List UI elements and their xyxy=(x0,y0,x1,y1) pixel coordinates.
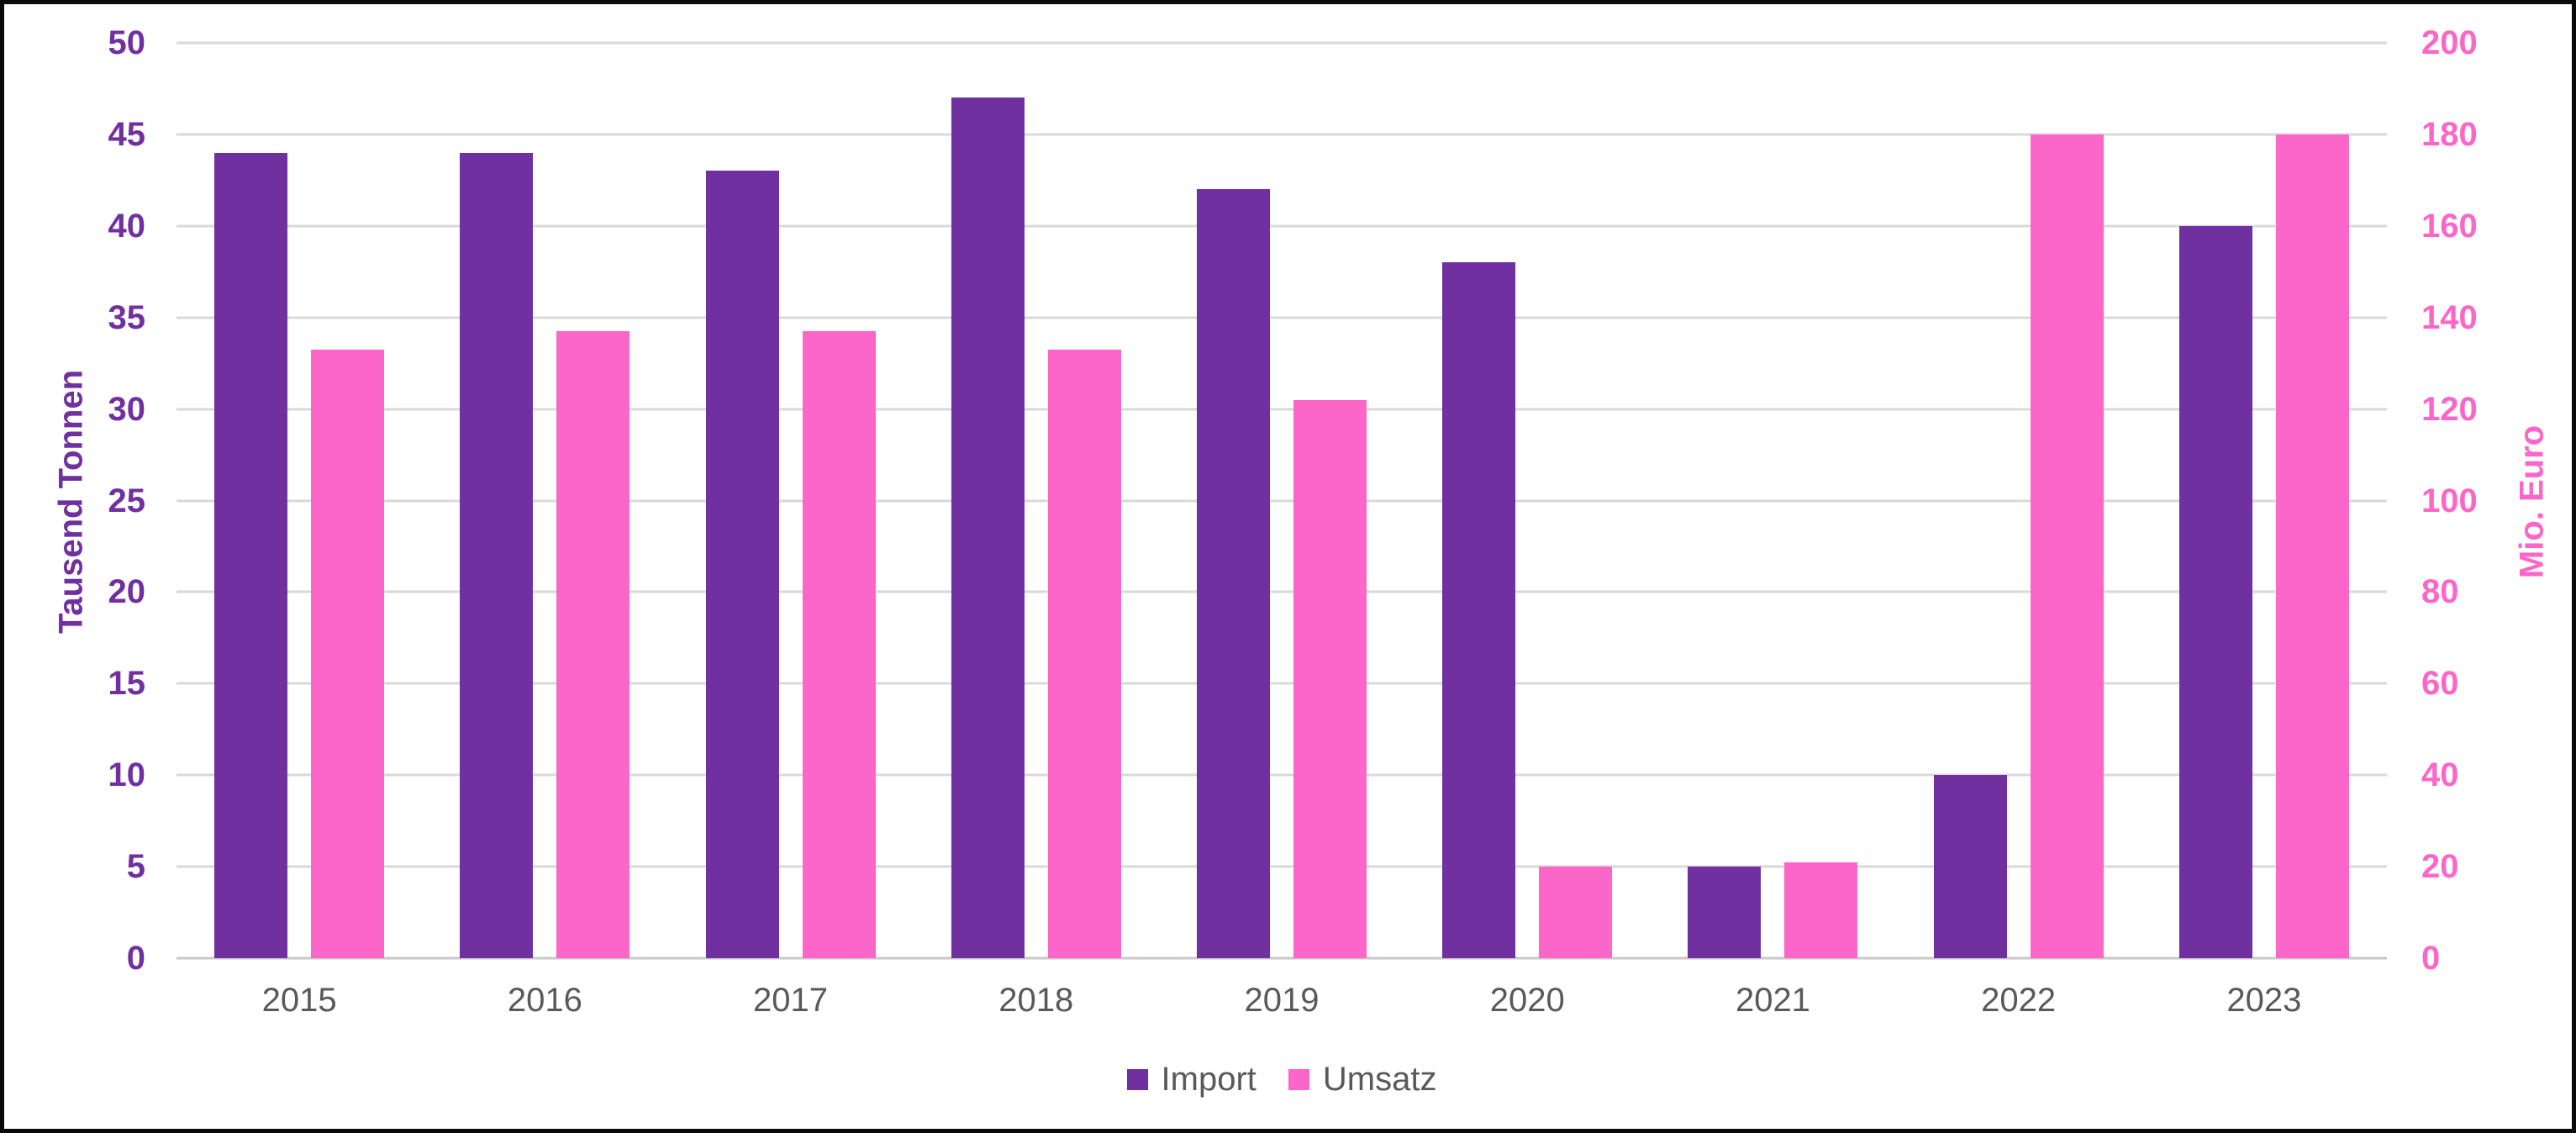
x-label-2022: 2022 xyxy=(1981,982,2057,1019)
plot-area xyxy=(176,41,2387,960)
legend: Import Umsatz xyxy=(176,1057,2387,1101)
gridline-35 xyxy=(176,316,2387,319)
legend-swatch-import xyxy=(1126,1068,1148,1090)
bar-umsatz-2019 xyxy=(1293,399,1367,958)
bar-group-2021 xyxy=(1688,43,1858,958)
right-tick-100: 100 xyxy=(2421,482,2478,519)
x-label-2018: 2018 xyxy=(998,982,1074,1019)
gridline-10 xyxy=(176,773,2387,777)
gridline-5 xyxy=(176,865,2387,868)
left-tick-5: 5 xyxy=(126,848,145,886)
right-tick-180: 180 xyxy=(2421,115,2478,153)
gridline-45 xyxy=(176,133,2387,136)
right-tick-200: 200 xyxy=(2421,24,2478,61)
legend-swatch-umsatz xyxy=(1288,1068,1309,1090)
right-tick-140: 140 xyxy=(2421,298,2478,336)
bar-umsatz-2015 xyxy=(311,349,385,958)
bar-import-2017 xyxy=(705,171,779,958)
x-axis-labels: 2015 2016 2017 2018 2019 2020 2021 2022 2023 xyxy=(176,978,2387,1023)
left-tick-30: 30 xyxy=(108,390,146,428)
bar-import-2022 xyxy=(1933,775,2007,958)
x-label-2016: 2016 xyxy=(507,982,582,1019)
bar-group-2017 xyxy=(705,43,876,958)
bar-umsatz-2022 xyxy=(2030,134,2104,958)
bar-umsatz-2021 xyxy=(1784,862,1858,958)
x-label-2019: 2019 xyxy=(1244,982,1320,1019)
x-label-2020: 2020 xyxy=(1489,982,1565,1019)
bar-group-2020 xyxy=(1442,43,1613,958)
right-tick-160: 160 xyxy=(2421,207,2478,245)
bar-import-2020 xyxy=(1442,262,1516,958)
gridline-20 xyxy=(176,590,2387,593)
left-tick-20: 20 xyxy=(108,573,146,611)
legend-label-umsatz: Umsatz xyxy=(1322,1061,1437,1098)
right-tick-40: 40 xyxy=(2421,756,2459,794)
chart-canvas: Tausend Tonnen Mio. Euro 0 5 10 15 20 25 30 35 4… xyxy=(4,4,2572,1129)
bar-group-2018 xyxy=(951,43,1121,958)
bar-group-2015 xyxy=(214,43,385,958)
bar-import-2023 xyxy=(2178,225,2252,958)
right-axis-ticks: 0 20 40 60 80 100 120 140 160 180 200 xyxy=(2421,26,2572,975)
bar-group-2022 xyxy=(1933,43,2104,958)
x-label-2015: 2015 xyxy=(261,982,337,1019)
x-label-2023: 2023 xyxy=(2226,982,2302,1019)
legend-item-import: Import xyxy=(1126,1061,1256,1098)
legend-label-import: Import xyxy=(1161,1061,1256,1098)
bar-import-2019 xyxy=(1197,189,1270,958)
right-tick-20: 20 xyxy=(2421,848,2459,886)
left-tick-25: 25 xyxy=(108,482,146,519)
bar-group-2016 xyxy=(460,43,630,958)
gridline-50 xyxy=(176,41,2387,45)
bar-umsatz-2020 xyxy=(1539,867,1613,958)
bar-umsatz-2023 xyxy=(2275,134,2349,958)
gridline-25 xyxy=(176,499,2387,502)
bar-import-2015 xyxy=(214,152,288,958)
right-tick-60: 60 xyxy=(2421,665,2459,703)
left-tick-10: 10 xyxy=(108,756,146,794)
bar-import-2016 xyxy=(460,152,534,958)
left-tick-15: 15 xyxy=(108,665,146,703)
x-label-2017: 2017 xyxy=(753,982,829,1019)
x-label-2021: 2021 xyxy=(1735,982,1810,1019)
left-tick-45: 45 xyxy=(108,115,146,153)
right-tick-120: 120 xyxy=(2421,390,2478,428)
bar-umsatz-2017 xyxy=(802,331,876,958)
left-axis-ticks: 0 5 10 15 20 25 30 35 40 45 50 xyxy=(4,26,146,975)
bar-umsatz-2018 xyxy=(1047,349,1121,958)
right-tick-80: 80 xyxy=(2421,573,2459,611)
gridline-15 xyxy=(176,682,2387,685)
left-tick-35: 35 xyxy=(108,298,146,336)
right-tick-0: 0 xyxy=(2421,940,2441,977)
left-tick-50: 50 xyxy=(108,24,146,61)
gridline-0 xyxy=(176,956,2387,960)
bar-group-2019 xyxy=(1197,43,1367,958)
gridline-40 xyxy=(176,224,2387,228)
gridline-30 xyxy=(176,408,2387,411)
bar-umsatz-2016 xyxy=(556,331,630,958)
left-tick-40: 40 xyxy=(108,207,146,245)
left-tick-0: 0 xyxy=(126,940,145,977)
bar-import-2021 xyxy=(1688,867,1762,958)
bar-import-2018 xyxy=(951,97,1025,958)
bar-group-2023 xyxy=(2178,43,2349,958)
legend-item-umsatz: Umsatz xyxy=(1288,1061,1437,1098)
